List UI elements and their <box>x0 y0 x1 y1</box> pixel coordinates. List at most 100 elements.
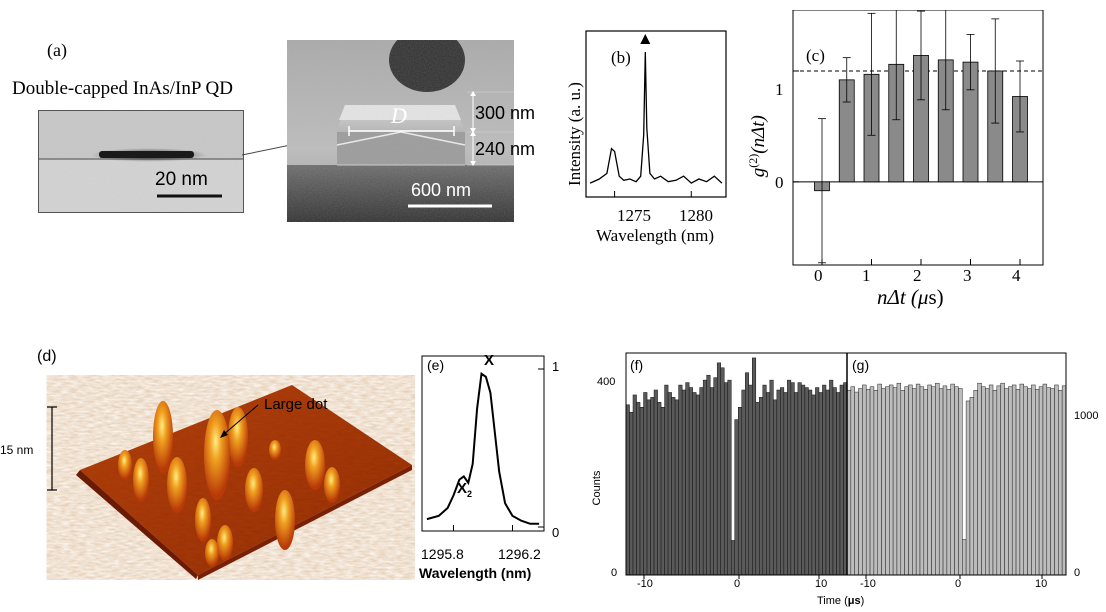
panel-e-peak-x2: X2 <box>457 480 473 499</box>
panel-g-bar-1 <box>850 386 855 576</box>
afm-scale-label: 15 nm <box>0 443 34 457</box>
panel-f-bar-44 <box>780 387 785 576</box>
panel-f-bar-8 <box>653 389 658 576</box>
panel-f-bar-37 <box>755 402 760 576</box>
panel-f-bar-6 <box>646 399 651 576</box>
panel-b-ylabel: Intensity (a. u.) <box>565 82 584 186</box>
panel-f-bar-31 <box>734 419 739 576</box>
panel-f-bar-29 <box>727 379 732 576</box>
panel-f-bar-55 <box>818 392 823 576</box>
panel-f-bar-49 <box>797 382 802 576</box>
panel-f-bar-34 <box>745 372 750 576</box>
panel-g-bar-7 <box>873 390 878 576</box>
panel-f-bar-15 <box>678 384 683 576</box>
panel-g-bar-4 <box>862 384 867 576</box>
panel-g-bar-21 <box>927 384 932 576</box>
panel-g-bar-44 <box>1015 389 1021 576</box>
panel-f-bar-33 <box>741 389 746 576</box>
panel-f-bar-42 <box>773 399 778 576</box>
panel-f-bar-1 <box>629 411 634 576</box>
panel-d-label: (d) <box>37 348 57 365</box>
panel-f-bar-50 <box>801 384 806 576</box>
panel-f-bar-54 <box>815 387 820 576</box>
panel-g-bar-54 <box>1054 384 1059 576</box>
panel-f-label: (f) <box>630 357 644 373</box>
panel-c-ytick-1: 1 <box>775 80 784 99</box>
panel-f-bar-0 <box>625 404 630 576</box>
panel-g-ytick-0: 0 <box>1074 567 1081 579</box>
panel-g-bar-20 <box>923 389 928 576</box>
panel-g-bar-51 <box>1042 383 1048 576</box>
panel-f-bar-46 <box>787 379 792 576</box>
panel-b-ylabel-wrap: Intensity (a. u.) <box>563 66 585 206</box>
panel-f-bar-5 <box>643 392 648 576</box>
panel-g-bar-29 <box>958 388 963 576</box>
panel-g-xtick-10: 10 <box>1035 578 1048 590</box>
panel-fg-xlabel: Time (μs) <box>817 595 865 607</box>
panel-f-bar-52 <box>808 389 813 576</box>
panel-g-bar-8 <box>877 383 882 576</box>
panel-c-chart <box>792 10 1044 266</box>
tem-image: 20 nm <box>38 110 244 213</box>
panel-g-bar-13 <box>896 382 902 576</box>
panel-f-bar-17 <box>685 382 690 576</box>
panel-f-bar-51 <box>804 387 809 576</box>
panel-c-xtick-4: 4 <box>1012 266 1021 285</box>
panel-g-bar-9 <box>881 388 886 576</box>
panel-a-caption: Double-capped InAs/InP QD <box>12 78 233 99</box>
panel-f-bar-16 <box>681 389 686 576</box>
panel-g-bar-30 <box>962 539 967 576</box>
panel-f-bar-23 <box>706 374 711 576</box>
panel-f-ytick-400: 400 <box>597 376 616 388</box>
panel-f-bar-14 <box>674 399 679 576</box>
panel-g-bar-42 <box>1008 386 1013 576</box>
panel-f-bar-61 <box>839 384 844 576</box>
panel-c-xtick-2: 2 <box>913 266 922 285</box>
panel-g-bar-55 <box>1058 390 1063 576</box>
panel-e-spectrum-line <box>426 371 540 525</box>
panel-g-bar-3 <box>858 388 863 576</box>
panel-f-bar-11 <box>664 384 669 576</box>
panel-f-bar-53 <box>811 394 816 576</box>
panel-f-bar-38 <box>759 397 764 576</box>
panel-g-bar-32 <box>969 397 975 576</box>
panel-f-bar-7 <box>650 397 655 576</box>
panel-c-xlabel: nΔt (μs) <box>877 285 944 309</box>
dim-top-label: 300 nm <box>475 103 536 123</box>
panel-f-bar-39 <box>762 384 767 576</box>
panel-b-spectrum-line <box>589 51 723 184</box>
panel-g-bar-10 <box>885 386 890 576</box>
panel-f-bar-28 <box>723 382 728 576</box>
panel-f-ytick-0: 0 <box>611 567 618 579</box>
panel-f-bar-57 <box>825 389 830 576</box>
panel-f-bar-45 <box>783 392 788 576</box>
panel-e-peak-x: X <box>484 352 495 369</box>
panel-c-xtick-1: 1 <box>862 266 871 285</box>
panel-f-bar-56 <box>822 384 827 576</box>
panel-g-bar-27 <box>950 383 955 576</box>
panel-c-ylabel: g(2)(nΔt) <box>745 115 770 178</box>
panel-g-bar-52 <box>1046 387 1051 576</box>
panel-g-xtick-neg10: -10 <box>860 578 876 590</box>
panel-g-bar-49 <box>1035 389 1040 576</box>
panel-e-ytick-0: 0 <box>552 525 560 540</box>
panel-f-bar-35 <box>748 384 753 576</box>
panel-g-bar-53 <box>1050 388 1055 576</box>
panel-c-xtick-0: 0 <box>814 266 823 285</box>
afm-surface <box>47 385 412 580</box>
panel-g-bar-34 <box>977 382 982 576</box>
panel-g-bar-2 <box>854 391 859 576</box>
sem-scale-bar-label: 600 nm <box>411 180 472 200</box>
panel-b-label: (b) <box>611 48 631 67</box>
panel-g-xtick-0: 0 <box>955 578 962 590</box>
panel-g-bar-18 <box>915 383 921 576</box>
panel-f-bar-58 <box>829 379 834 576</box>
tem-scale-bar-label: 20 nm <box>155 169 208 190</box>
panel-g-bar-24 <box>938 388 944 576</box>
panel-f-bar-41 <box>769 379 774 576</box>
panel-g-bar-56 <box>1061 385 1067 576</box>
panel-g-bar-47 <box>1027 388 1032 576</box>
panel-f-bar-10 <box>660 407 665 576</box>
panel-f-bar-60 <box>836 392 841 576</box>
panel-f-bars <box>625 357 848 576</box>
